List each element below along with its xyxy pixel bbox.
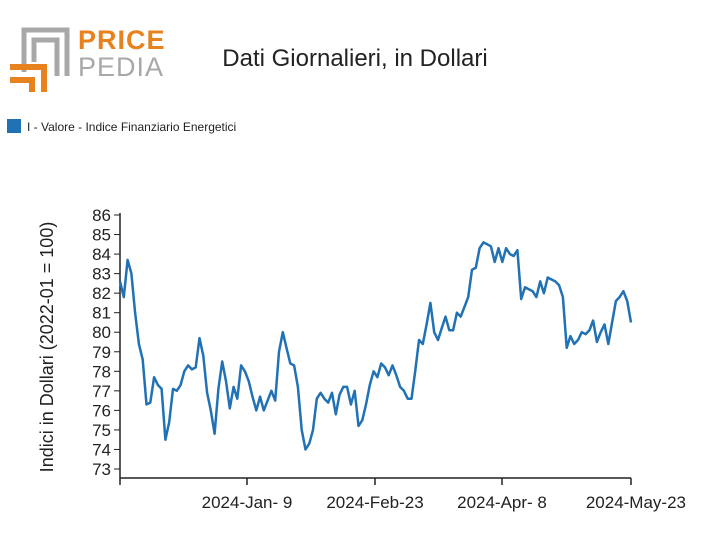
logo-mark-gray-inner <box>31 37 60 76</box>
y-axis-title: Indici in Dollari (2022-01 = 100) <box>37 222 57 473</box>
legend-label: I - Valore - Indice Finanziario Energeti… <box>27 120 236 134</box>
y-tick-label: 79 <box>92 343 111 362</box>
series-line <box>118 241 633 451</box>
x-tick-label: 2024-Jan- 9 <box>202 493 293 512</box>
y-tick-label: 76 <box>92 401 111 420</box>
y-tick-label: 85 <box>92 226 111 245</box>
series-layer <box>118 241 633 451</box>
legend-swatch <box>7 119 21 133</box>
y-tick-label: 73 <box>92 460 111 479</box>
x-ticks: 2024-Jan- 9 2024-Feb-23 2024-Apr- 8 2024-Ma… <box>119 478 686 512</box>
y-tick-label: 75 <box>92 421 111 440</box>
y-tick-label: 86 <box>92 206 111 225</box>
axes <box>119 213 631 479</box>
y-tick-label: 74 <box>92 440 111 459</box>
x-tick-label: 2024-May-23 <box>586 493 686 512</box>
pricepedia-logo: PRICE PEDIA <box>10 25 166 92</box>
y-tick-label: 78 <box>92 362 111 381</box>
y-tick-label: 81 <box>92 304 111 323</box>
y-tick-label: 83 <box>92 265 111 284</box>
legend: I - Valore - Indice Finanziario Energeti… <box>7 119 236 134</box>
chart-title: Dati Giornalieri, in Dollari <box>222 45 487 72</box>
x-tick-label: 2024-Feb-23 <box>326 493 423 512</box>
y-tick-label: 84 <box>92 245 111 264</box>
logo-mark-orange-inner <box>10 77 35 92</box>
logo-text-price: PRICE <box>78 25 166 55</box>
y-tick-label: 77 <box>92 382 111 401</box>
logo-mark-orange <box>10 64 47 92</box>
y-tick-label: 80 <box>92 323 111 342</box>
x-tick-label: 2024-Apr- 8 <box>457 493 547 512</box>
logo-mark-gray <box>21 27 70 76</box>
y-tick-label: 82 <box>92 284 111 303</box>
logo-text-pedia: PEDIA <box>78 52 164 82</box>
